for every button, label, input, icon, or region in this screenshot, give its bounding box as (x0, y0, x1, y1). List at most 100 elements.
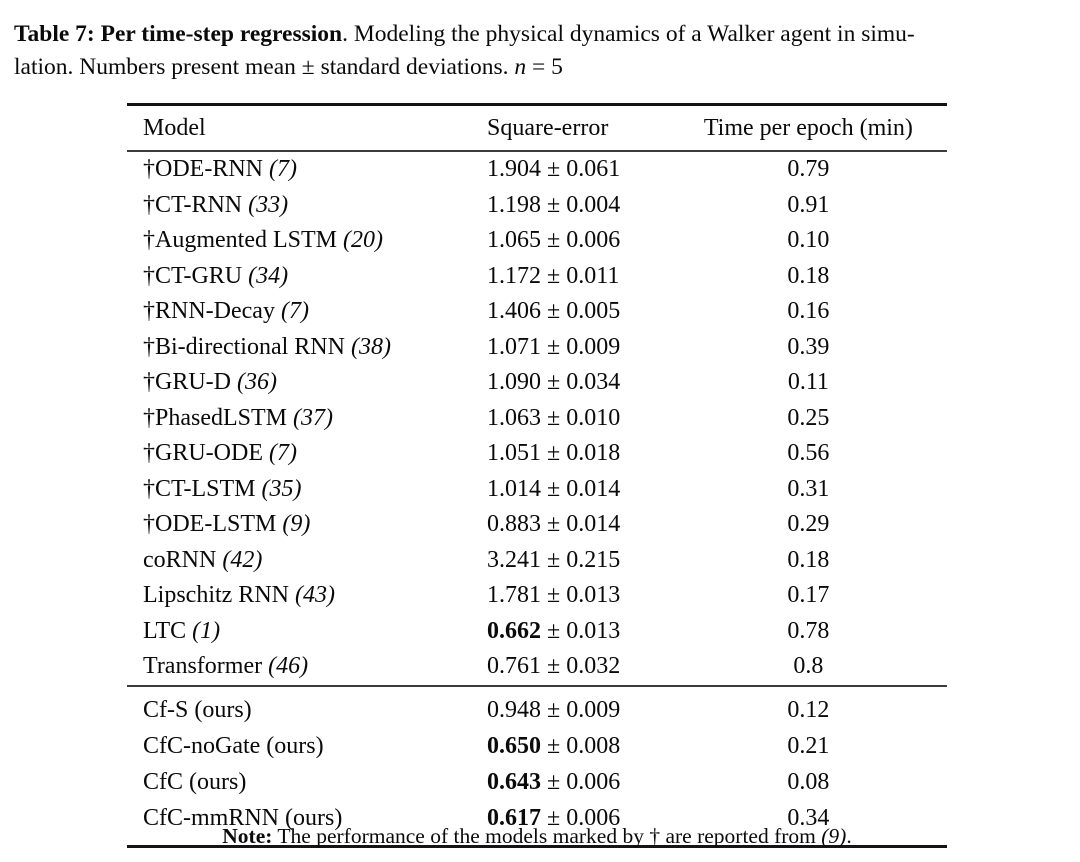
time-cell: 0.8 (793, 653, 824, 680)
table-row: †Bi-directional RNN (38) 1.071 ± 0.009 0… (127, 330, 947, 366)
mean-value: 1.781 (487, 582, 542, 609)
column-header-time-per-epoch: Time per epoch (min) (669, 104, 947, 152)
std-value: ± 0.014 (547, 511, 621, 538)
mean-value: 0.650 (487, 733, 542, 759)
mean-value: 0.883 (487, 511, 542, 538)
model-cell: †Augmented LSTM (20) (143, 227, 383, 254)
mean-value: 0.948 (487, 697, 542, 723)
table-row: CfC-mmRNN (ours) 0.617 ± 0.006 0.34 (127, 801, 947, 847)
column-header-square-error: Square-error (486, 104, 670, 152)
table-row: Lipschitz RNN (43) 1.781 ± 0.013 0.17 (127, 578, 947, 614)
std-value: ± 0.061 (547, 156, 621, 183)
time-cell: 0.34 (787, 805, 830, 831)
time-cell: 0.21 (787, 733, 830, 759)
table-note: Note: The performance of the models mark… (127, 824, 947, 849)
time-cell: 0.31 (787, 475, 830, 502)
caption-n-variable: n (514, 54, 527, 80)
std-value: ± 0.032 (547, 653, 621, 680)
square-error-cell: 0.948 ± 0.009 (486, 686, 670, 729)
citation: (43) (294, 582, 335, 609)
square-error-cell: 0.883 ± 0.014 (486, 507, 670, 543)
note-label: Note: (222, 824, 273, 848)
time-cell: 0.08 (787, 769, 830, 795)
model-cell: CfC-noGate (ours) (143, 733, 324, 759)
table-row: coRNN (42) 3.241 ± 0.215 0.18 (127, 543, 947, 579)
std-value: ± 0.018 (547, 440, 621, 467)
model-cell: †GRU-D (36) (143, 369, 277, 396)
square-error-cell: 0.643 ± 0.006 (486, 765, 670, 801)
std-value: ± 0.005 (547, 298, 621, 325)
mean-value: 1.198 (487, 191, 542, 218)
time-cell: 0.79 (787, 156, 830, 183)
std-value: ± 0.006 (547, 805, 621, 831)
model-cell: LTC (1) (143, 617, 221, 644)
std-value: ± 0.004 (547, 191, 621, 218)
citation: (1) (192, 617, 221, 644)
baseline-models-section: †ODE-RNN (7) 1.904 ± 0.061 0.79 †CT-RNN … (127, 151, 947, 686)
table-row: CfC-noGate (ours) 0.650 ± 0.008 0.21 (127, 729, 947, 765)
square-error-cell: 1.904 ± 0.061 (486, 151, 670, 188)
citation: (7) (269, 156, 297, 183)
citation: (7) (280, 298, 309, 325)
std-value: ± 0.013 (547, 582, 621, 609)
citation: (38) (350, 333, 391, 360)
square-error-cell: 0.761 ± 0.032 (486, 649, 670, 686)
mean-value: 0.643 (487, 769, 542, 795)
note-citation: (9) (821, 824, 847, 848)
citation: (34) (248, 262, 289, 289)
mean-value: 1.172 (487, 262, 542, 289)
mean-value: 1.063 (487, 404, 542, 431)
square-error-cell: 1.406 ± 0.005 (486, 294, 670, 330)
time-cell: 0.25 (787, 404, 830, 431)
table-row: Transformer (46) 0.761 ± 0.032 0.8 (127, 649, 947, 686)
std-value: ± 0.034 (547, 369, 621, 396)
mean-value: 1.065 (487, 227, 542, 254)
square-error-cell: 3.241 ± 0.215 (486, 543, 670, 579)
mean-value: 1.406 (487, 298, 542, 325)
square-error-cell: 1.090 ± 0.034 (486, 365, 670, 401)
model-cell: †CT-RNN (33) (143, 191, 289, 218)
caption-text-2: lation. Numbers present mean ± standard … (14, 54, 515, 80)
square-error-cell: 1.172 ± 0.011 (486, 259, 670, 295)
std-value: ± 0.014 (547, 475, 621, 502)
table-row: †GRU-ODE (7) 1.051 ± 0.018 0.56 (127, 436, 947, 472)
std-value: ± 0.011 (547, 262, 620, 289)
caption-n-value: = 5 (526, 54, 563, 80)
model-cell: Transformer (46) (143, 653, 309, 680)
citation: (20) (342, 227, 383, 254)
mean-value: 1.071 (487, 333, 542, 360)
mean-value: 1.014 (487, 475, 542, 502)
time-cell: 0.91 (787, 191, 830, 218)
std-value: ± 0.009 (547, 697, 621, 723)
square-error-cell: 1.065 ± 0.006 (486, 223, 670, 259)
square-error-cell: 0.650 ± 0.008 (486, 729, 670, 765)
square-error-cell: 1.051 ± 0.018 (486, 436, 670, 472)
model-cell: †RNN-Decay (7) (143, 298, 309, 325)
mean-value: 0.662 (487, 617, 542, 644)
mean-value: 0.761 (487, 653, 542, 680)
table-row: †PhasedLSTM (37) 1.063 ± 0.010 0.25 (127, 401, 947, 437)
square-error-cell: 1.198 ± 0.004 (486, 188, 670, 224)
table-row: †ODE-RNN (7) 1.904 ± 0.061 0.79 (127, 151, 947, 188)
std-value: ± 0.006 (547, 769, 621, 795)
table-row: LTC (1) 0.662 ± 0.013 0.78 (127, 614, 947, 650)
mean-value: 1.090 (487, 369, 542, 396)
square-error-cell: 1.781 ± 0.013 (486, 578, 670, 614)
time-cell: 0.29 (787, 511, 830, 538)
caption-line-1: Table 7: Per time-step regression. Model… (14, 18, 1074, 51)
square-error-cell: 1.063 ± 0.010 (486, 401, 670, 437)
model-cell: †ODE-LSTM (9) (143, 511, 311, 538)
table-row: CfC (ours) 0.643 ± 0.006 0.08 (127, 765, 947, 801)
citation: (36) (237, 369, 277, 396)
table-row: †RNN-Decay (7) 1.406 ± 0.005 0.16 (127, 294, 947, 330)
time-cell: 0.56 (787, 440, 830, 467)
std-value: ± 0.010 (547, 404, 621, 431)
ours-models-section: Cf-S (ours) 0.948 ± 0.009 0.12 CfC-noGat… (127, 685, 947, 847)
time-cell: 0.16 (787, 298, 830, 325)
caption-label: Table 7: Per time-step regression (14, 21, 343, 47)
square-error-cell: 1.014 ± 0.014 (486, 472, 670, 508)
caption-text-1: . Modeling the physical dynamics of a Wa… (342, 21, 915, 47)
mean-value: 3.241 (487, 546, 542, 573)
citation: (37) (293, 404, 333, 431)
